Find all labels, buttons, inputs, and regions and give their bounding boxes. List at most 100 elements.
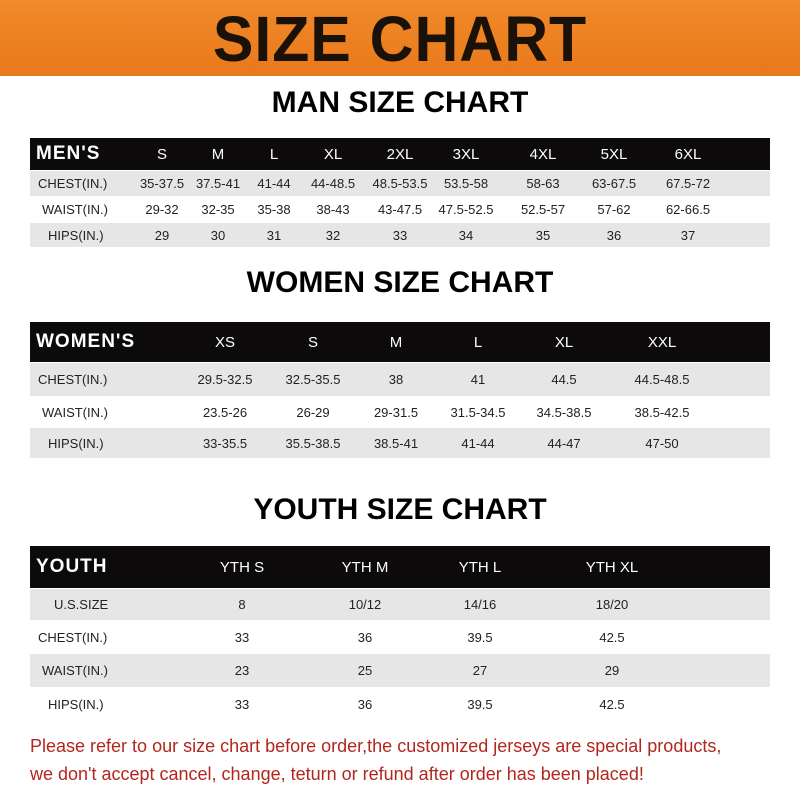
men-size-table: MEN'S S M L XL 2XL 3XL 4XL 5XL 6XL CHEST(IN.) 35-37… <box>30 138 770 248</box>
measurement-label: WAIST(IN.) <box>42 202 108 217</box>
measurement-value: 31.5-34.5 <box>450 404 506 420</box>
measurement-value: 29-32 <box>145 202 179 217</box>
measurement-label: HIPS(IN.) <box>48 435 104 451</box>
size-column-header: M <box>211 145 225 163</box>
table-row: CHEST(IN.) 35-37.5 37.5-41 41-44 44-48.5 48.5… <box>30 171 770 196</box>
table-row: CHEST(IN.) 29.5-32.5 32.5-35.5 38 41 44.5 44.5… <box>30 363 770 396</box>
women-size-table: WOMEN'S XS S M L XL XXL CHEST(IN.) 29.5-32.5 32.5… <box>30 322 770 459</box>
measurement-value: 47-50 <box>645 435 679 451</box>
measurement-value: 57-62 <box>597 202 631 217</box>
measurement-value: 41-44 <box>461 435 495 451</box>
measurement-value: 38.5-41 <box>373 435 419 451</box>
measurement-value: 26-29 <box>296 404 330 420</box>
youth-size-table: YOUTH YTH S YTH M YTH L YTH XL U.S.SIZE 8 10/12… <box>30 546 770 721</box>
measurement-value: 42.5 <box>599 629 625 645</box>
measurement-value: 47.5-52.5 <box>438 202 494 217</box>
table-row: WAIST(IN.) 23 25 27 29 <box>30 654 770 687</box>
measurement-value: 42.5 <box>599 696 625 712</box>
size-column-header: 3XL <box>452 145 480 163</box>
measurement-value: 36 <box>606 227 622 243</box>
banner-title: SIZE CHART <box>212 3 588 75</box>
measurement-value: 39.5 <box>467 629 493 645</box>
table-row: HIPS(IN.) 33-35.5 35.5-38.5 38.5-41 41-44 44-… <box>30 428 770 458</box>
measurement-value: 38.5-42.5 <box>634 404 690 420</box>
banner: SIZE CHART <box>0 0 800 76</box>
size-column-header: YTH S <box>219 558 265 576</box>
size-column-header: 5XL <box>600 145 628 163</box>
measurement-value: 63-67.5 <box>591 176 637 191</box>
measurement-value: 10/12 <box>348 597 382 612</box>
size-column-header: YTH M <box>341 558 389 576</box>
measurement-value: 67.5-72 <box>665 176 711 191</box>
measurement-value: 29 <box>154 227 170 243</box>
notice-line-2: we don't accept cancel, change, teturn o… <box>30 764 644 784</box>
measurement-value: 43-47.5 <box>377 202 423 217</box>
measurement-value: 33 <box>234 629 250 645</box>
measurement-value: 31 <box>266 227 282 243</box>
measurement-value: 53.5-58 <box>443 176 489 191</box>
measurement-label: WAIST(IN.) <box>42 663 108 678</box>
measurement-value: 35-37.5 <box>139 176 185 191</box>
size-column-header: YTH L <box>458 558 502 576</box>
measurement-value: 30 <box>210 227 226 243</box>
size-column-header: M <box>389 333 403 351</box>
measurement-value: 58-63 <box>526 176 560 191</box>
table-row: U.S.SIZE 8 10/12 14/16 18/20 <box>30 589 770 620</box>
size-column-header: 4XL <box>529 145 557 163</box>
table-row: WAIST(IN.) 29-32 32-35 35-38 38-43 43-47.5 47.… <box>30 197 770 222</box>
women-table-label: WOMEN'S <box>36 331 136 352</box>
size-column-header: YTH XL <box>585 558 639 576</box>
measurement-value: 34.5-38.5 <box>536 404 592 420</box>
measurement-value: 33 <box>392 227 408 243</box>
measurement-value: 41 <box>470 372 486 387</box>
youth-header-row: YOUTH YTH S YTH M YTH L YTH XL <box>30 546 770 588</box>
size-column-header: S <box>307 333 319 351</box>
measurement-value: 35.5-38.5 <box>285 435 341 451</box>
size-column-header: L <box>473 333 483 351</box>
size-column-header: 2XL <box>386 145 414 163</box>
measurement-value: 29 <box>604 663 620 678</box>
men-table-label: MEN'S <box>36 143 101 164</box>
women-section-title: WOMEN SIZE CHART <box>246 266 554 299</box>
measurement-label: HIPS(IN.) <box>48 696 104 712</box>
measurement-value: 37 <box>680 227 696 243</box>
women-header-row: WOMEN'S XS S M L XL XXL <box>30 322 770 362</box>
measurement-value: 48.5-53.5 <box>372 176 428 191</box>
measurement-value: 36 <box>357 696 373 712</box>
table-row: CHEST(IN.) 33 36 39.5 42.5 <box>30 621 770 653</box>
measurement-label: CHEST(IN.) <box>38 372 108 387</box>
notice-line-1: Please refer to our size chart before or… <box>30 736 722 756</box>
measurement-value: 23 <box>234 663 250 678</box>
youth-section-title: YOUTH SIZE CHART <box>253 493 547 526</box>
measurement-value: 34 <box>458 227 474 243</box>
measurement-value: 27 <box>472 663 488 678</box>
size-column-header: 6XL <box>674 145 702 163</box>
measurement-value: 23.5-26 <box>202 404 248 420</box>
youth-table-label: YOUTH <box>36 556 108 577</box>
measurement-value: 35-38 <box>257 202 291 217</box>
size-column-header: L <box>269 145 279 163</box>
measurement-value: 38 <box>388 372 404 387</box>
measurement-value: 32 <box>325 227 341 243</box>
measurement-value: 29-31.5 <box>373 404 419 420</box>
measurement-value: 44.5 <box>551 372 577 387</box>
measurement-value: 18/20 <box>595 597 629 612</box>
measurement-value: 38-43 <box>316 202 350 217</box>
men-header-row: MEN'S S M L XL 2XL 3XL 4XL 5XL 6XL <box>30 138 770 170</box>
measurement-value: 35 <box>535 227 551 243</box>
measurement-value: 41-44 <box>257 176 291 191</box>
measurement-value: 8 <box>238 597 246 612</box>
measurement-value: 33-35.5 <box>202 435 248 451</box>
measurement-value: 44-47 <box>547 435 581 451</box>
men-section-title: MAN SIZE CHART <box>271 86 529 119</box>
measurement-value: 52.5-57 <box>520 202 566 217</box>
measurement-value: 32.5-35.5 <box>285 372 341 387</box>
table-row: HIPS(IN.) 33 36 39.5 42.5 <box>30 688 770 720</box>
measurement-label: CHEST(IN.) <box>38 629 108 645</box>
measurement-value: 62-66.5 <box>665 202 711 217</box>
measurement-value: 25 <box>357 663 373 678</box>
size-column-header: XXL <box>647 333 677 351</box>
measurement-value: 36 <box>357 629 373 645</box>
size-column-header: S <box>156 145 168 163</box>
